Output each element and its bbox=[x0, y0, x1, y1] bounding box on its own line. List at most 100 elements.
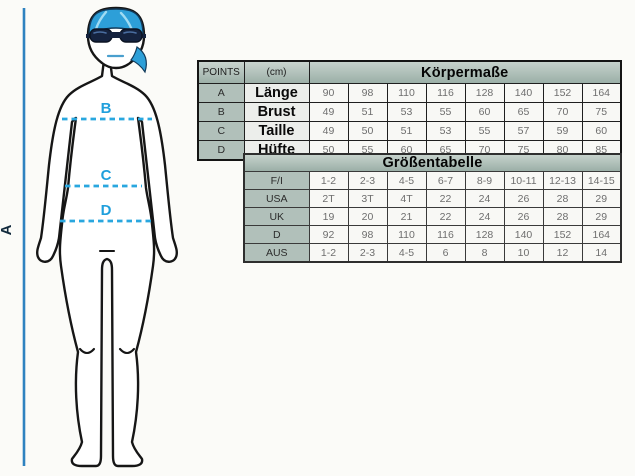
size-value-cell: 14 bbox=[581, 243, 622, 263]
point-cell: C bbox=[197, 121, 245, 141]
ponytail bbox=[130, 46, 147, 74]
measure-name-cell: Länge bbox=[243, 83, 310, 103]
waist-label-c: C bbox=[101, 167, 112, 184]
swimmer-figure: A B C bbox=[0, 6, 178, 468]
size-value-cell: 140 bbox=[503, 225, 544, 244]
size-value-cell: 4-5 bbox=[386, 243, 427, 263]
size-value-cell: 3T bbox=[347, 189, 388, 208]
point-cell: D bbox=[197, 140, 245, 161]
size-value-cell: 92 bbox=[308, 225, 349, 244]
body-measure-title: Körpermaße bbox=[308, 60, 622, 84]
value-cell: 164 bbox=[581, 83, 622, 103]
unit-column-header: (cm) bbox=[243, 60, 310, 84]
size-value-cell: 164 bbox=[581, 225, 622, 244]
measure-row: B Brust 49 51 53 55 60 65 70 75 bbox=[197, 102, 622, 122]
size-value-cell: 14-15 bbox=[581, 171, 622, 190]
measure-labels: B C D bbox=[101, 100, 112, 219]
points-column-header: POINTS bbox=[197, 60, 245, 84]
size-value-cell: 2T bbox=[308, 189, 349, 208]
measure-name-cell: Brust bbox=[243, 102, 310, 122]
region-cell: F/I bbox=[243, 171, 310, 190]
value-cell: 90 bbox=[308, 83, 349, 103]
size-value-cell: 110 bbox=[386, 225, 427, 244]
body-measure-rows: A Länge 90 98 110 116 128 140 152 164 B Brust 49 51 53… bbox=[197, 83, 622, 161]
goggles bbox=[86, 28, 146, 43]
body-outline bbox=[36, 58, 178, 468]
size-value-cell: 4-5 bbox=[386, 171, 427, 190]
value-cell: 128 bbox=[464, 83, 505, 103]
value-cell: 140 bbox=[503, 83, 544, 103]
region-cell: D bbox=[243, 225, 310, 244]
point-cell: A bbox=[197, 83, 245, 103]
size-value-cell: 26 bbox=[503, 189, 544, 208]
value-cell: 116 bbox=[425, 83, 466, 103]
size-table-rows: F/I 1-2 2-3 4-5 6-7 8-9 10-11 12-13 14-15 USA 2T 3T… bbox=[243, 171, 622, 263]
size-row: D 92 98 110 116 128 140 152 164 bbox=[243, 225, 622, 244]
size-table-title: Größentabelle bbox=[243, 153, 622, 172]
size-value-cell: 29 bbox=[581, 189, 622, 208]
size-value-cell: 8-9 bbox=[464, 171, 505, 190]
size-value-cell: 28 bbox=[542, 207, 583, 226]
size-value-cell: 2-3 bbox=[347, 171, 388, 190]
size-value-cell: 22 bbox=[425, 207, 466, 226]
size-value-cell: 24 bbox=[464, 189, 505, 208]
size-value-cell: 6-7 bbox=[425, 171, 466, 190]
size-value-cell: 1-2 bbox=[308, 171, 349, 190]
size-value-cell: 10 bbox=[503, 243, 544, 263]
body-measure-header-row: POINTS (cm) Körpermaße bbox=[197, 60, 622, 84]
size-value-cell: 116 bbox=[425, 225, 466, 244]
size-value-cell: 98 bbox=[347, 225, 388, 244]
value-cell: 50 bbox=[347, 121, 388, 141]
height-label-a: A bbox=[0, 224, 15, 235]
value-cell: 65 bbox=[503, 102, 544, 122]
size-value-cell: 19 bbox=[308, 207, 349, 226]
size-value-cell: 20 bbox=[347, 207, 388, 226]
region-cell: USA bbox=[243, 189, 310, 208]
size-value-cell: 4T bbox=[386, 189, 427, 208]
size-value-cell: 26 bbox=[503, 207, 544, 226]
size-value-cell: 28 bbox=[542, 189, 583, 208]
point-cell: B bbox=[197, 102, 245, 122]
chest-label-b: B bbox=[101, 100, 112, 117]
size-row: F/I 1-2 2-3 4-5 6-7 8-9 10-11 12-13 14-15 bbox=[243, 171, 622, 190]
size-value-cell: 24 bbox=[464, 207, 505, 226]
measure-row: A Länge 90 98 110 116 128 140 152 164 bbox=[197, 83, 622, 103]
value-cell: 59 bbox=[542, 121, 583, 141]
hip-label-d: D bbox=[101, 202, 112, 219]
region-cell: UK bbox=[243, 207, 310, 226]
size-value-cell: 1-2 bbox=[308, 243, 349, 263]
value-cell: 49 bbox=[308, 102, 349, 122]
value-cell: 53 bbox=[425, 121, 466, 141]
value-cell: 49 bbox=[308, 121, 349, 141]
size-row: AUS 1-2 2-3 4-5 6 8 10 12 14 bbox=[243, 243, 622, 263]
size-row: UK 19 20 21 22 24 26 28 29 bbox=[243, 207, 622, 226]
size-value-cell: 152 bbox=[542, 225, 583, 244]
region-cell: AUS bbox=[243, 243, 310, 263]
size-conversion-table: Größentabelle F/I 1-2 2-3 4-5 6-7 8-9 10-11 12-… bbox=[243, 153, 622, 263]
measure-name-cell: Taille bbox=[243, 121, 310, 141]
value-cell: 60 bbox=[581, 121, 622, 141]
size-value-cell: 29 bbox=[581, 207, 622, 226]
size-row: USA 2T 3T 4T 22 24 26 28 29 bbox=[243, 189, 622, 208]
value-cell: 98 bbox=[347, 83, 388, 103]
size-table-header-row: Größentabelle bbox=[243, 153, 622, 172]
size-value-cell: 6 bbox=[425, 243, 466, 263]
size-value-cell: 128 bbox=[464, 225, 505, 244]
size-value-cell: 8 bbox=[464, 243, 505, 263]
value-cell: 51 bbox=[347, 102, 388, 122]
value-cell: 152 bbox=[542, 83, 583, 103]
body-detail-lines bbox=[78, 249, 136, 355]
measure-row: C Taille 49 50 51 53 55 57 59 60 bbox=[197, 121, 622, 141]
size-value-cell: 10-11 bbox=[503, 171, 544, 190]
size-value-cell: 21 bbox=[386, 207, 427, 226]
size-value-cell: 22 bbox=[425, 189, 466, 208]
size-value-cell: 2-3 bbox=[347, 243, 388, 263]
value-cell: 55 bbox=[464, 121, 505, 141]
value-cell: 57 bbox=[503, 121, 544, 141]
value-cell: 75 bbox=[581, 102, 622, 122]
body-measure-table: POINTS (cm) Körpermaße A Länge 90 98 110 116 1… bbox=[197, 60, 622, 161]
value-cell: 70 bbox=[542, 102, 583, 122]
value-cell: 55 bbox=[425, 102, 466, 122]
measure-dashes bbox=[60, 117, 152, 223]
